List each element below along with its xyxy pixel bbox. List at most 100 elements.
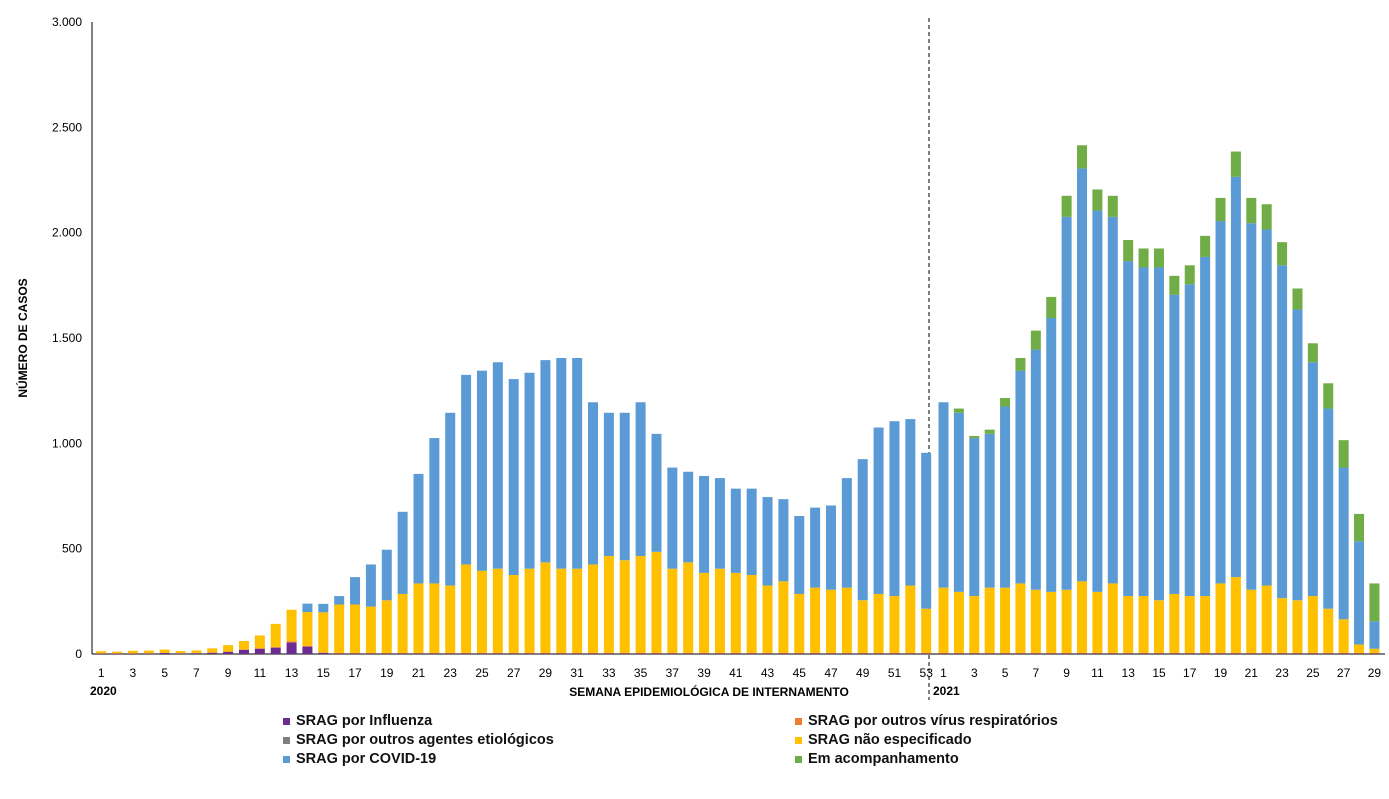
bar-segment bbox=[1000, 652, 1011, 654]
bar-segment bbox=[476, 570, 487, 653]
bar-segment bbox=[1261, 585, 1272, 653]
bar-segment bbox=[207, 648, 218, 653]
bar-segment bbox=[794, 593, 805, 653]
bar-segment bbox=[302, 612, 313, 646]
bar-segment bbox=[635, 556, 646, 653]
bar-segment bbox=[540, 562, 551, 653]
x-tick-label: 25 bbox=[1306, 666, 1320, 680]
bar-segment bbox=[905, 652, 916, 654]
bar-segment bbox=[429, 652, 440, 654]
x-tick-label: 7 bbox=[193, 666, 200, 680]
bar-segment bbox=[1277, 598, 1288, 653]
bar-segment bbox=[413, 652, 424, 654]
bar-segment bbox=[96, 651, 107, 654]
bar-segment bbox=[1169, 593, 1180, 653]
bar-segment bbox=[350, 577, 361, 605]
bar-segment bbox=[635, 402, 646, 557]
bar-segment bbox=[191, 653, 202, 654]
x-tick-label: 13 bbox=[285, 666, 299, 680]
bar-segment bbox=[1123, 652, 1134, 654]
bar-segment bbox=[794, 652, 805, 654]
bar-segment bbox=[365, 652, 376, 654]
bar-segment bbox=[127, 650, 138, 654]
bar-segment bbox=[1338, 440, 1349, 468]
x-tick-label: 17 bbox=[348, 666, 362, 680]
bar-segment bbox=[921, 452, 932, 609]
bar-segment bbox=[1369, 648, 1380, 653]
bar-segment bbox=[651, 652, 662, 654]
bar-segment bbox=[1138, 596, 1149, 653]
bar-segment bbox=[413, 473, 424, 584]
bar-segment bbox=[1153, 248, 1164, 268]
x-tick-label: 5 bbox=[1002, 666, 1009, 680]
bar-segment bbox=[1107, 195, 1118, 217]
y-tick-label: 1.500 bbox=[52, 331, 82, 345]
bar-segment bbox=[1107, 216, 1118, 584]
legend-label: SRAG por outros vírus respiratórios bbox=[808, 713, 1058, 729]
bar-segment bbox=[921, 608, 932, 653]
bar-segment bbox=[1200, 596, 1211, 653]
bar-segment bbox=[889, 421, 900, 597]
bar-segment bbox=[810, 587, 821, 653]
bar-segment bbox=[730, 572, 741, 653]
bar-segment bbox=[699, 652, 710, 654]
bar-segment bbox=[762, 652, 773, 654]
bar-segment bbox=[175, 653, 186, 654]
bar-segment bbox=[1046, 591, 1057, 653]
bar-segment bbox=[270, 623, 281, 648]
x-tick-label: 21 bbox=[412, 666, 426, 680]
x-tick-label: 23 bbox=[1275, 666, 1289, 680]
bar-segment bbox=[873, 427, 884, 594]
bar-segment bbox=[365, 606, 376, 653]
bar-segment bbox=[825, 505, 836, 590]
bar-segment bbox=[1277, 242, 1288, 266]
y-axis-title: NÚMERO DE CASOS bbox=[15, 278, 30, 397]
bar-segment bbox=[461, 374, 472, 565]
bar-segment bbox=[524, 652, 535, 654]
bar-segment bbox=[953, 591, 964, 653]
legend-swatch bbox=[795, 717, 802, 725]
bar-segment bbox=[588, 652, 599, 654]
bar-segment bbox=[683, 652, 694, 654]
bar-segment bbox=[254, 648, 265, 654]
bar-segment bbox=[1354, 644, 1365, 653]
bar-segment bbox=[1215, 197, 1226, 222]
bar-segment bbox=[556, 358, 567, 569]
bar-segment bbox=[572, 652, 583, 654]
x-tick-label: 11 bbox=[254, 666, 267, 680]
bar-segment bbox=[699, 572, 710, 653]
bar-segment bbox=[556, 568, 567, 653]
x-tick-label: 3 bbox=[971, 666, 978, 680]
bar-segment bbox=[683, 471, 694, 563]
x-tick-label: 9 bbox=[1063, 666, 1070, 680]
bar-segment bbox=[778, 652, 789, 654]
bar-segment bbox=[953, 408, 964, 413]
bar-segment bbox=[969, 435, 980, 439]
bar-segment bbox=[429, 438, 440, 584]
bar-segment bbox=[984, 429, 995, 434]
bar-layer bbox=[96, 145, 1380, 654]
bar-segment bbox=[461, 564, 472, 653]
bar-segment bbox=[223, 651, 234, 654]
year-label: 2020 bbox=[90, 684, 117, 698]
x-tick-label: 1 bbox=[940, 666, 947, 680]
bar-segment bbox=[1077, 652, 1088, 654]
x-tick-label: 15 bbox=[317, 666, 331, 680]
bar-segment bbox=[1292, 652, 1303, 654]
x-tick-label: 29 bbox=[1368, 666, 1382, 680]
bar-segment bbox=[445, 585, 456, 653]
bar-segment bbox=[714, 568, 725, 653]
bar-segment bbox=[969, 596, 980, 653]
bar-segment bbox=[938, 652, 949, 654]
bar-segment bbox=[873, 593, 884, 653]
bar-segment bbox=[1077, 581, 1088, 653]
legend-item-outros-agentes: SRAG por outros agentes etiológicos bbox=[283, 732, 554, 748]
bar-segment bbox=[159, 652, 170, 654]
x-tick-label: 31 bbox=[570, 666, 584, 680]
bar-segment bbox=[334, 604, 345, 653]
bar-segment bbox=[1061, 216, 1072, 590]
bar-segment bbox=[810, 507, 821, 588]
bar-segment bbox=[984, 587, 995, 653]
legend-swatch bbox=[283, 755, 290, 763]
